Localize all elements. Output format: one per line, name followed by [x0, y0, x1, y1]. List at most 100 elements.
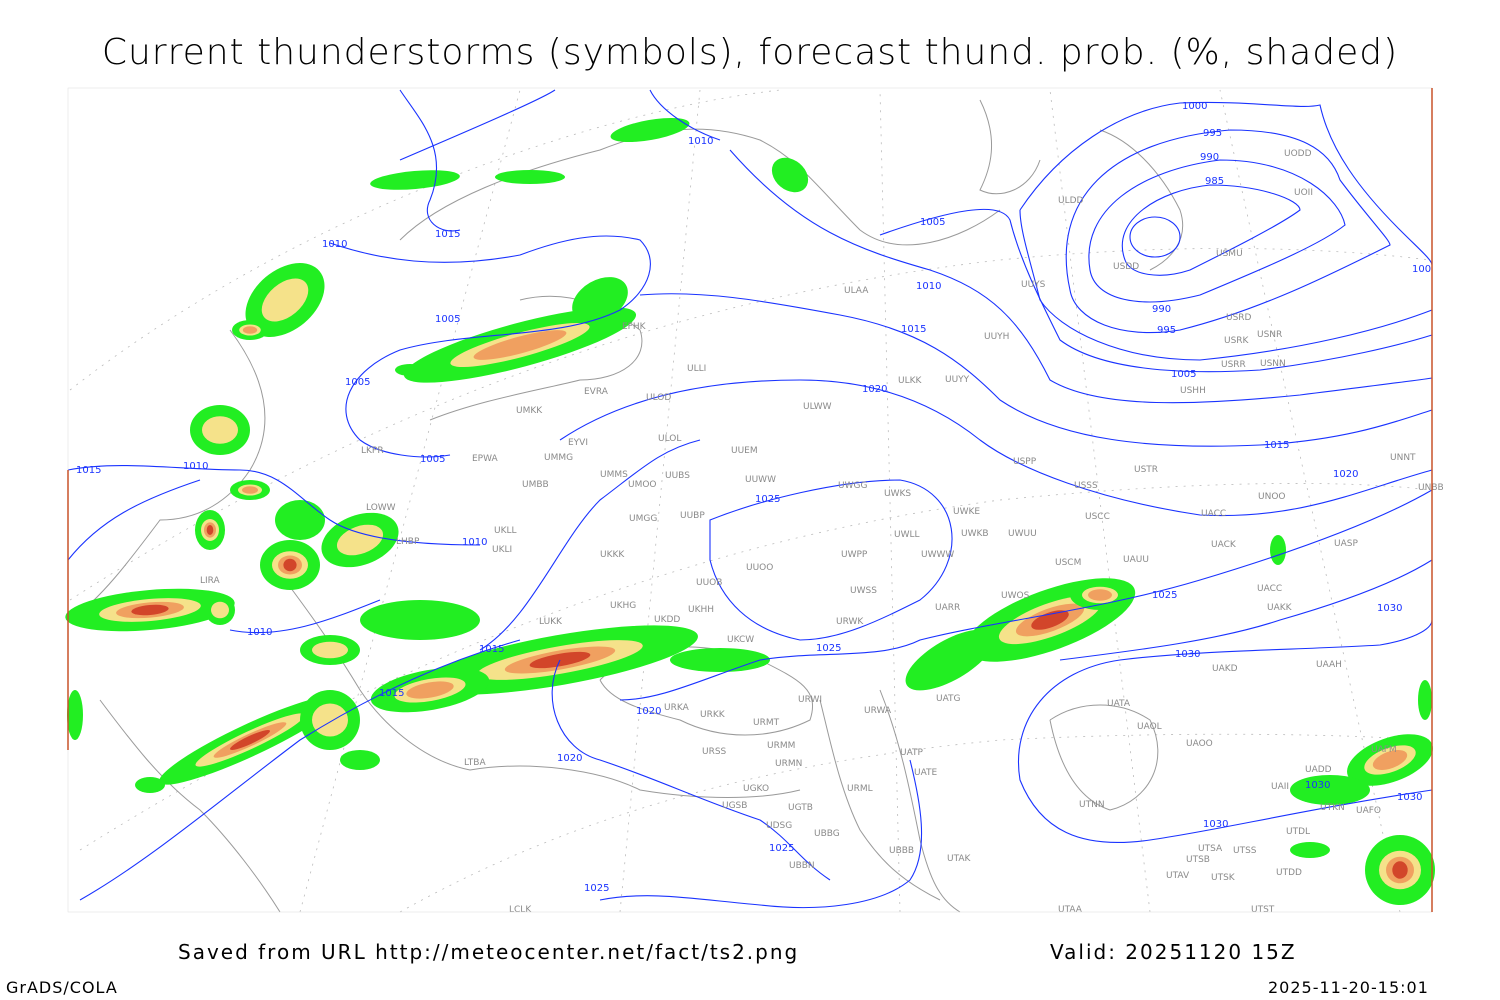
station-labels: ULDD USDD USMU UOII UODD UUYS ULAA UUYH USRD USRK… [200, 149, 1444, 915]
station-label: URMM [767, 741, 795, 751]
station-label: USDD [1113, 262, 1139, 272]
probability-area [261, 278, 309, 322]
station-label: UUYS [1021, 280, 1046, 290]
isobar-label: 990 [1200, 152, 1219, 163]
station-label: UMGG [629, 514, 657, 524]
station-label: UAFO [1356, 806, 1381, 816]
probability-area [1031, 610, 1069, 630]
station-label: ULOD [646, 393, 671, 403]
probability-area [905, 629, 995, 691]
station-label: UGKO [743, 784, 769, 794]
station-label: UATG [936, 694, 961, 704]
probability-area [610, 117, 690, 143]
probability-area [473, 330, 567, 360]
isobar-label: 1030 [1175, 649, 1200, 660]
station-label: URKA [664, 703, 690, 713]
station-label: UAKD [1212, 664, 1238, 674]
probability-area [135, 777, 165, 793]
station-label: ULOL [658, 434, 681, 444]
station-label: URWK [836, 617, 864, 627]
station-label: USMU [1216, 249, 1243, 259]
station-label: UWGG [838, 481, 867, 491]
station-label: UUOB [696, 578, 722, 588]
probability-area [312, 641, 348, 659]
station-label: UUOO [746, 563, 773, 573]
station-label: UWLL [894, 530, 920, 540]
isobar-label: 1025 [816, 643, 841, 654]
station-label: UWKS [884, 489, 911, 499]
isobar-label: 1025 [769, 843, 794, 854]
station-label: UASP [1334, 539, 1358, 549]
station-label: URMT [753, 718, 780, 728]
station-label: UTDD [1276, 868, 1302, 878]
probability-area [340, 750, 380, 770]
probability-area [336, 524, 384, 556]
station-label: EFHK [622, 322, 647, 332]
station-label: UWWW [921, 550, 954, 560]
station-label: UMKK [516, 406, 543, 416]
isobar-label: 1020 [862, 384, 887, 395]
station-label: UWUU [1008, 529, 1037, 539]
isobar-label: 1005 [420, 454, 445, 465]
isobar-label: 1015 [901, 324, 926, 335]
isobar-label: 995 [1157, 325, 1176, 336]
probability-area [242, 486, 258, 494]
station-label: ULLI [687, 364, 706, 374]
isobar-label: 1025 [755, 494, 780, 505]
station-label: UMOO [628, 480, 657, 490]
station-label: UGSB [722, 801, 747, 811]
probability-area [229, 730, 271, 750]
probability-area [206, 525, 214, 535]
isobar-label: 1000 [1182, 101, 1207, 112]
station-label: UTNN [1079, 800, 1105, 810]
station-label: UACK [1211, 540, 1237, 550]
station-label: UMMG [544, 453, 573, 463]
station-label: UAOO [1186, 739, 1213, 749]
station-label: UNNT [1390, 453, 1416, 463]
station-label: UAAH [1316, 660, 1342, 670]
station-label: USRD [1226, 313, 1252, 323]
isobar-label: 1015 [379, 688, 404, 699]
station-label: UAFM [1371, 745, 1397, 755]
station-label: UTSS [1233, 846, 1257, 856]
isobar-label: 1025 [584, 883, 609, 894]
station-label: USPP [1013, 457, 1037, 467]
station-label: UDSG [766, 821, 792, 831]
station-label: USSS [1074, 481, 1098, 491]
station-label: ULWW [803, 402, 832, 412]
station-label: UOII [1294, 188, 1313, 198]
probability-area [1418, 680, 1432, 720]
station-label: URKK [700, 710, 726, 720]
station-label: ULKK [898, 376, 923, 386]
station-label: UARR [935, 603, 960, 613]
isobar-label: 1005 [345, 377, 370, 388]
station-label: UODD [1284, 149, 1312, 159]
station-label: UKHH [688, 605, 714, 615]
station-label: UBBN [789, 861, 815, 871]
station-label: URML [847, 784, 873, 794]
station-label: USTR [1134, 465, 1158, 475]
station-label: UAII [1271, 782, 1289, 792]
station-label: UKLL [494, 526, 517, 536]
station-label: UAOL [1137, 722, 1162, 732]
station-label: UKKK [600, 550, 625, 560]
station-label: URWA [864, 706, 892, 716]
station-label: LIRA [200, 576, 221, 586]
station-label: UUYY [945, 375, 970, 385]
station-label: UWPP [841, 550, 868, 560]
isobar-labels: 1000 995 990 985 990 995 1005 1005 100 1010 1015 10… [76, 101, 1431, 894]
isobar-label: 995 [1203, 128, 1222, 139]
station-label: LOWW [366, 503, 396, 513]
isobar-label: 1010 [183, 461, 208, 472]
isobar-label: 1010 [916, 281, 941, 292]
probability-area [670, 648, 770, 672]
station-label: USNN [1260, 359, 1286, 369]
station-label: UGTB [788, 803, 813, 813]
station-label: LUKK [539, 617, 563, 627]
station-label: LHBP [396, 537, 420, 547]
station-label: UBBG [814, 829, 840, 839]
valid-time: Valid: 20251120 15Z [1050, 940, 1297, 964]
saved-from-url: Saved from URL http://meteocenter.net/fa… [178, 940, 800, 964]
station-label: UTDL [1286, 827, 1310, 837]
isobars [67, 89, 1433, 909]
